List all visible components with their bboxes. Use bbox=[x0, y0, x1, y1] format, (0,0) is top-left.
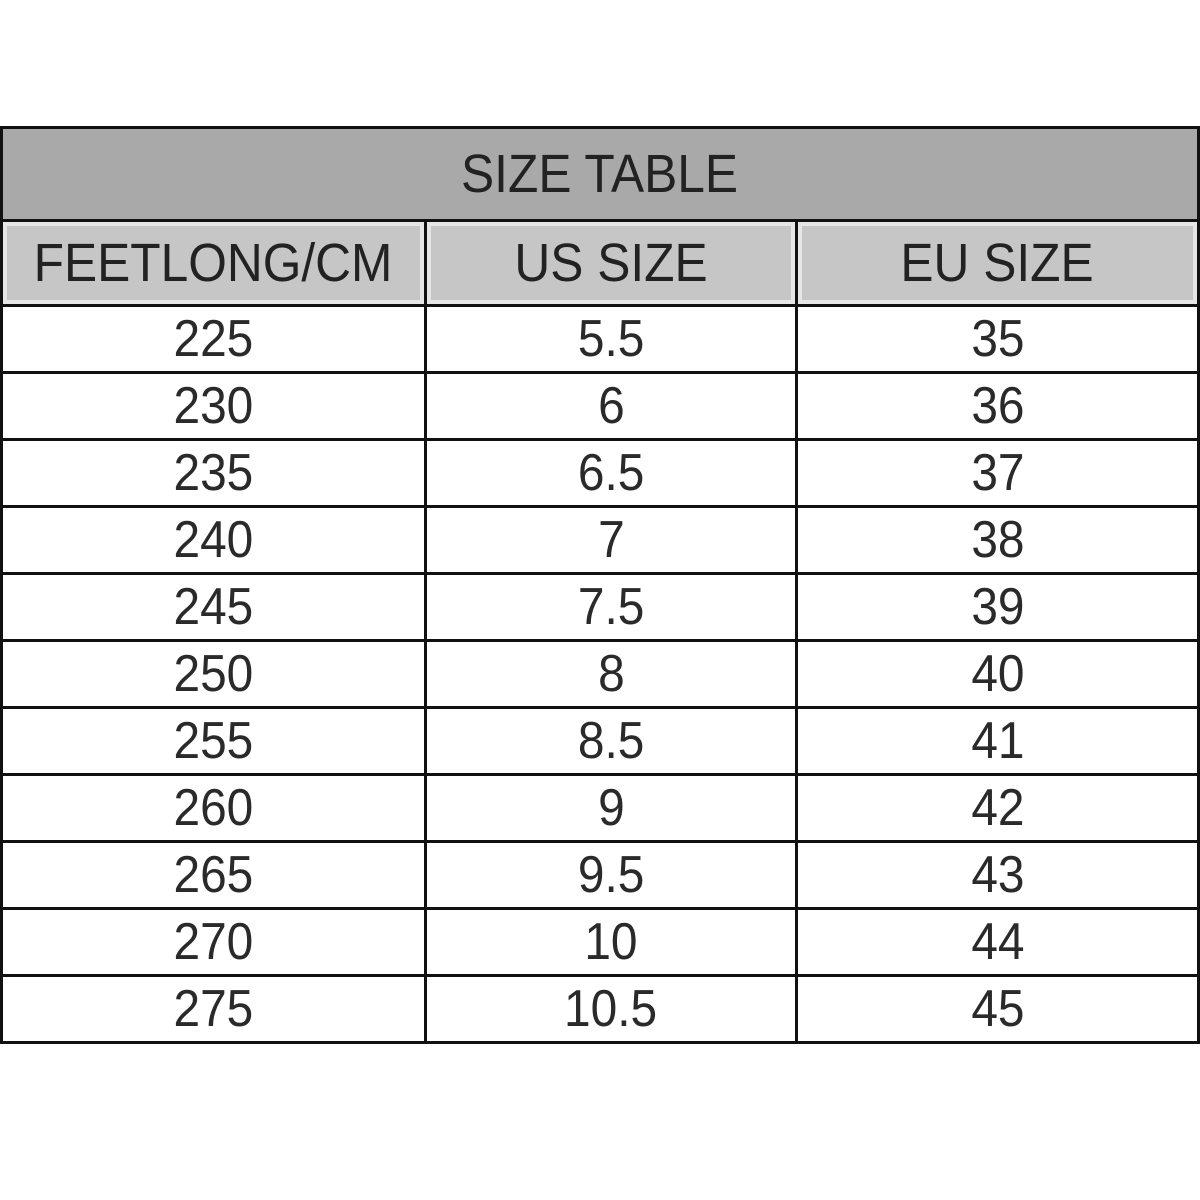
cell-text: 245 bbox=[173, 578, 254, 636]
cell-text: 5.5 bbox=[577, 310, 645, 368]
table-cell: 10 bbox=[424, 907, 798, 977]
table-cell: 270 bbox=[0, 907, 427, 977]
table-cell: 44 bbox=[795, 907, 1200, 977]
table-cell: 8 bbox=[424, 639, 798, 709]
table-cell: 38 bbox=[795, 505, 1200, 575]
header-text: US SIZE bbox=[514, 233, 708, 293]
table-cell: 35 bbox=[795, 304, 1200, 374]
table-row: 235 6.5 37 bbox=[0, 438, 1200, 508]
table-cell: 5.5 bbox=[424, 304, 798, 374]
table-cell: 8.5 bbox=[424, 706, 798, 776]
cell-text: 42 bbox=[970, 779, 1025, 837]
table-cell: 265 bbox=[0, 840, 427, 910]
cell-text: 250 bbox=[173, 645, 254, 703]
cell-text: 225 bbox=[173, 310, 254, 368]
table-row: 230 6 36 bbox=[0, 371, 1200, 441]
table-row: 255 8.5 41 bbox=[0, 706, 1200, 776]
cell-text: 44 bbox=[970, 913, 1025, 971]
cell-text: 6 bbox=[597, 377, 625, 435]
cell-text: 255 bbox=[173, 712, 254, 770]
cell-text: 35 bbox=[970, 310, 1025, 368]
table-row: 245 7.5 39 bbox=[0, 572, 1200, 642]
cell-text: 10.5 bbox=[564, 980, 658, 1038]
table-row: 270 10 44 bbox=[0, 907, 1200, 977]
header-text: EU SIZE bbox=[900, 233, 1095, 293]
table-cell: 250 bbox=[0, 639, 427, 709]
table-row: 275 10.5 45 bbox=[0, 974, 1200, 1044]
table-cell: 10.5 bbox=[424, 974, 798, 1044]
table-cell: 9.5 bbox=[424, 840, 798, 910]
header-text: FEETLONG/CM bbox=[34, 233, 393, 293]
cell-text: 230 bbox=[173, 377, 254, 435]
table-row: 265 9.5 43 bbox=[0, 840, 1200, 910]
table-cell: 230 bbox=[0, 371, 427, 441]
cell-text: 6.5 bbox=[577, 444, 645, 502]
cell-text: 9.5 bbox=[577, 846, 645, 904]
cell-text: 7 bbox=[597, 511, 625, 569]
table-cell: 7 bbox=[424, 505, 798, 575]
cell-text: 45 bbox=[970, 980, 1025, 1038]
header-feetlong: FEETLONG/CM bbox=[0, 219, 427, 307]
cell-text: 10 bbox=[584, 913, 638, 971]
cell-text: 41 bbox=[970, 712, 1025, 770]
table-cell: 6 bbox=[424, 371, 798, 441]
title-row: SIZE TABLE bbox=[0, 126, 1200, 222]
table-cell: 245 bbox=[0, 572, 427, 642]
table-cell: 7.5 bbox=[424, 572, 798, 642]
header-row: FEETLONG/CM US SIZE EU SIZE bbox=[0, 219, 1200, 307]
cell-text: 7.5 bbox=[577, 578, 645, 636]
table-row: 250 8 40 bbox=[0, 639, 1200, 709]
table-cell: 39 bbox=[795, 572, 1200, 642]
cell-text: 40 bbox=[970, 645, 1025, 703]
cell-text: 8 bbox=[597, 645, 625, 703]
table-cell: 6.5 bbox=[424, 438, 798, 508]
cell-text: 9 bbox=[597, 779, 625, 837]
table-cell: 9 bbox=[424, 773, 798, 843]
table-cell: 260 bbox=[0, 773, 427, 843]
cell-text: 38 bbox=[970, 511, 1025, 569]
table-row: 240 7 38 bbox=[0, 505, 1200, 575]
cell-text: 8.5 bbox=[577, 712, 645, 770]
cell-text: 260 bbox=[173, 779, 254, 837]
table-cell: 225 bbox=[0, 304, 427, 374]
header-us-size: US SIZE bbox=[424, 219, 798, 307]
cell-text: 36 bbox=[970, 377, 1025, 435]
cell-text: 240 bbox=[173, 511, 254, 569]
table-cell: 240 bbox=[0, 505, 427, 575]
table-cell: 43 bbox=[795, 840, 1200, 910]
cell-text: 270 bbox=[173, 913, 254, 971]
cell-text: 235 bbox=[173, 444, 254, 502]
cell-text: 39 bbox=[970, 578, 1025, 636]
cell-text: 265 bbox=[173, 846, 254, 904]
table-cell: 45 bbox=[795, 974, 1200, 1044]
size-table: SIZE TABLE FEETLONG/CM US SIZE EU SIZE 2… bbox=[0, 126, 1200, 1044]
table-title: SIZE TABLE bbox=[0, 126, 1200, 222]
table-cell: 40 bbox=[795, 639, 1200, 709]
table-cell: 36 bbox=[795, 371, 1200, 441]
table-cell: 255 bbox=[0, 706, 427, 776]
table-cell: 235 bbox=[0, 438, 427, 508]
table-title-text: SIZE TABLE bbox=[461, 144, 739, 204]
table-cell: 275 bbox=[0, 974, 427, 1044]
table-row: 260 9 42 bbox=[0, 773, 1200, 843]
table-cell: 42 bbox=[795, 773, 1200, 843]
table-cell: 41 bbox=[795, 706, 1200, 776]
cell-text: 37 bbox=[970, 444, 1025, 502]
cell-text: 275 bbox=[173, 980, 254, 1038]
cell-text: 43 bbox=[970, 846, 1025, 904]
table-row: 225 5.5 35 bbox=[0, 304, 1200, 374]
table-cell: 37 bbox=[795, 438, 1200, 508]
header-eu-size: EU SIZE bbox=[795, 219, 1200, 307]
